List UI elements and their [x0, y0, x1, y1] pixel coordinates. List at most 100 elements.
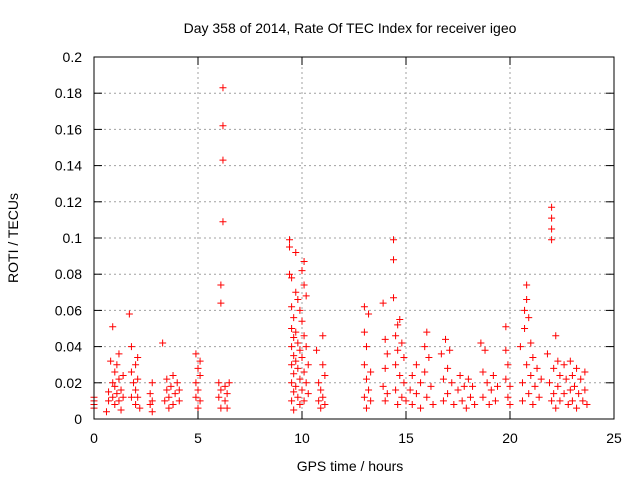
data-point [288, 343, 296, 351]
data-point [469, 382, 477, 390]
data-point [288, 303, 296, 311]
data-point [360, 303, 368, 311]
data-point [113, 390, 121, 398]
data-point [219, 156, 227, 164]
data-point [379, 299, 387, 307]
x-tick-label: 25 [606, 430, 622, 446]
data-point [111, 368, 119, 376]
data-point [577, 375, 585, 383]
data-point [560, 390, 568, 398]
data-point [400, 379, 408, 387]
data-point [107, 357, 115, 365]
data-point [442, 335, 450, 343]
data-point [548, 214, 556, 222]
data-point [365, 386, 373, 394]
data-point [390, 256, 398, 264]
data-point [319, 393, 327, 401]
data-point [417, 379, 425, 387]
data-point [362, 343, 370, 351]
data-point [367, 397, 375, 405]
data-point [523, 296, 531, 304]
data-point [448, 379, 456, 387]
data-point [134, 353, 142, 361]
data-point [298, 267, 306, 275]
data-point [300, 368, 308, 376]
data-point [525, 390, 533, 398]
data-point [217, 281, 225, 289]
data-point [502, 375, 510, 383]
data-point [290, 406, 298, 414]
data-point [360, 361, 368, 369]
data-point [219, 84, 227, 92]
data-point [288, 397, 296, 405]
data-point [573, 364, 581, 372]
data-point [294, 364, 302, 372]
y-axis-label: ROTI / TECUs [5, 193, 21, 283]
data-point [471, 401, 479, 409]
data-point [550, 364, 558, 372]
data-point [119, 372, 127, 380]
data-point [171, 390, 179, 398]
data-point [175, 386, 183, 394]
data-point [552, 404, 560, 412]
y-tick-label: 0.2 [63, 49, 83, 65]
data-point [292, 357, 300, 365]
data-point [535, 393, 543, 401]
data-point [319, 361, 327, 369]
data-point [302, 343, 310, 351]
data-point [460, 382, 468, 390]
data-point [525, 314, 533, 322]
x-tick-label: 5 [194, 430, 202, 446]
data-point [294, 296, 302, 304]
data-point [506, 382, 514, 390]
data-point [464, 375, 472, 383]
data-point [444, 364, 452, 372]
data-point [127, 343, 135, 351]
data-point [554, 357, 562, 365]
data-point [400, 353, 408, 361]
data-point [483, 379, 491, 387]
data-point [531, 382, 539, 390]
data-point [315, 379, 323, 387]
data-point [290, 314, 298, 322]
data-point [215, 379, 223, 387]
data-point [444, 390, 452, 398]
data-point [105, 388, 113, 396]
data-point [196, 372, 204, 380]
data-point [381, 397, 389, 405]
data-point [481, 346, 489, 354]
data-point [379, 382, 387, 390]
data-points [90, 84, 591, 416]
data-point [217, 299, 225, 307]
data-point [398, 339, 406, 347]
data-point [292, 382, 300, 390]
data-point [381, 335, 389, 343]
data-point [494, 382, 502, 390]
data-point [288, 361, 296, 369]
tick-labels: 0 0.02 0.04 0.06 0.08 0.1 0.12 0.14 0.16 0.18 0.2 0… [55, 49, 622, 446]
data-point [408, 372, 416, 380]
data-point [396, 315, 404, 323]
data-point [134, 375, 142, 383]
data-point [125, 310, 133, 318]
axis-ticks [93, 56, 615, 420]
data-point [383, 390, 391, 398]
data-point [502, 346, 510, 354]
data-point [117, 406, 125, 414]
data-point [117, 386, 125, 394]
data-point [148, 397, 156, 405]
data-point [360, 328, 368, 336]
data-point [105, 397, 113, 405]
data-point [562, 375, 570, 383]
data-point [296, 306, 304, 314]
data-point [300, 281, 308, 289]
data-point [109, 393, 117, 401]
data-point [219, 122, 227, 130]
data-point [111, 382, 119, 390]
data-point [196, 397, 204, 405]
data-point [317, 404, 325, 412]
data-point [102, 408, 110, 416]
data-point [298, 353, 306, 361]
data-point [506, 401, 514, 409]
data-point [560, 361, 568, 369]
